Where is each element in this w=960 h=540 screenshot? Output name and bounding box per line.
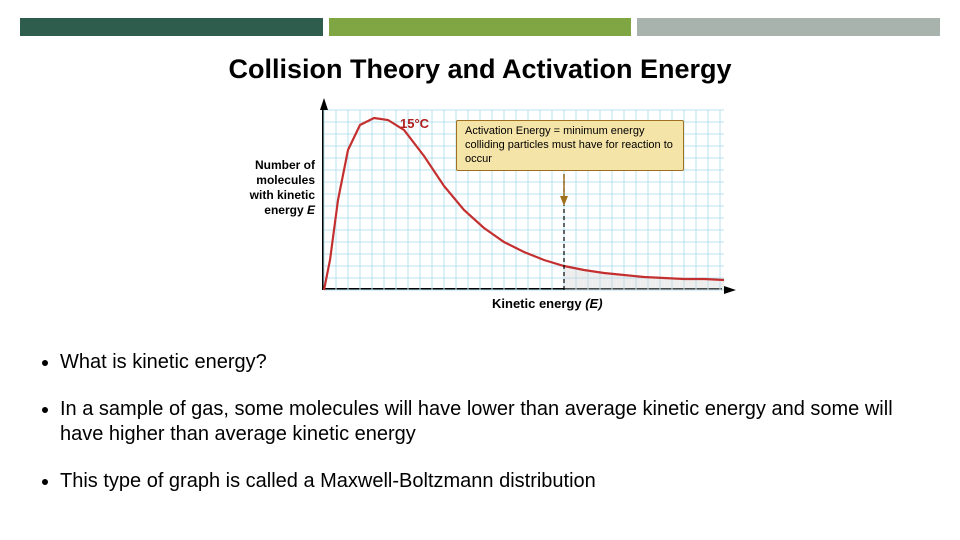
annotation-arrow-icon xyxy=(560,196,568,206)
x-axis-arrow-icon xyxy=(724,286,736,294)
y-axis-arrow-icon xyxy=(320,98,328,110)
y-axis-label: Number ofmoleculeswith kineticenergy E xyxy=(225,158,315,218)
slide-title: Collision Theory and Activation Energy xyxy=(0,54,960,85)
activation-energy-annotation: Activation Energy = minimum energy colli… xyxy=(456,120,684,171)
stripe-seg-3 xyxy=(637,18,940,36)
list-item: In a sample of gas, some molecules will … xyxy=(60,397,922,447)
stripe-seg-1 xyxy=(20,18,323,36)
x-axis-label: Kinetic energy (E) xyxy=(492,296,603,311)
plot-area: 15°C Activation Energy = minimum energy … xyxy=(322,110,722,290)
header-stripe xyxy=(20,18,940,36)
bullet-list: What is kinetic energy? In a sample of g… xyxy=(38,350,922,516)
list-item: This type of graph is called a Maxwell-B… xyxy=(60,469,922,494)
maxwell-boltzmann-chart: Number ofmoleculeswith kineticenergy E 1… xyxy=(230,110,730,320)
temperature-label: 15°C xyxy=(400,116,429,131)
list-item: What is kinetic energy? xyxy=(60,350,922,375)
stripe-seg-2 xyxy=(329,18,632,36)
